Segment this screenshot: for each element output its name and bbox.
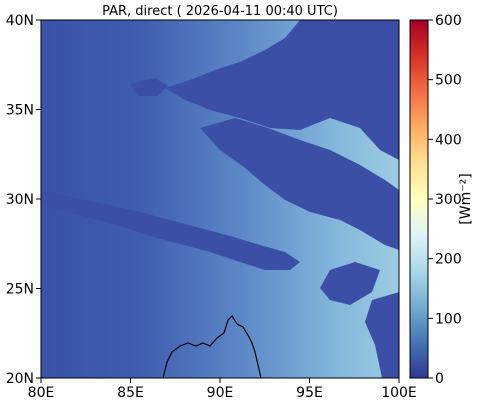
colorbar-tick-label: 200	[435, 252, 462, 268]
cloud-region-central	[200, 118, 399, 250]
chart-title: PAR, direct ( 2026-04-11 00:40 UTC)	[102, 4, 338, 19]
colorbar-ticks: 0 100 200 300 400 500 600	[428, 13, 462, 387]
colorbar-tick-label: 0	[435, 371, 444, 387]
colorbar-ramp	[409, 19, 429, 379]
y-axis: 20N 25N 30N 35N 40N	[6, 13, 41, 387]
x-tick-label: 85E	[117, 385, 144, 401]
colorbar: 0 100 200 300 400 500 600 [Wm⁻²]	[409, 13, 474, 387]
cloud-region-band	[41, 190, 300, 270]
colorbar-tick-label: 300	[435, 192, 462, 208]
y-tick-label: 25N	[6, 282, 34, 298]
map-panel	[41, 20, 399, 378]
x-tick-label: 100E	[381, 385, 417, 401]
x-tick-label: 80E	[28, 385, 55, 401]
cloud-region-north	[165, 20, 399, 160]
colorbar-label: [Wm⁻²]	[458, 173, 474, 224]
colorbar-tick-label: 600	[435, 13, 462, 29]
y-tick-label: 35N	[6, 103, 34, 119]
x-tick-label: 90E	[207, 385, 234, 401]
cloud-region-northwest	[130, 78, 168, 96]
y-tick-label: 20N	[6, 371, 34, 387]
y-tick-label: 30N	[6, 192, 34, 208]
colorbar-tick-label: 500	[435, 73, 462, 89]
cloud-regions	[41, 20, 399, 378]
cloud-region-south	[320, 262, 380, 305]
x-tick-label: 95E	[296, 385, 323, 401]
colorbar-tick-label: 400	[435, 132, 462, 148]
y-tick-label: 40N	[6, 13, 34, 29]
cloud-region-southeast	[365, 292, 399, 378]
coastline	[162, 315, 262, 378]
colorbar-tick-label: 100	[435, 311, 462, 327]
x-axis: 80E 85E 90E 95E 100E	[28, 378, 417, 401]
